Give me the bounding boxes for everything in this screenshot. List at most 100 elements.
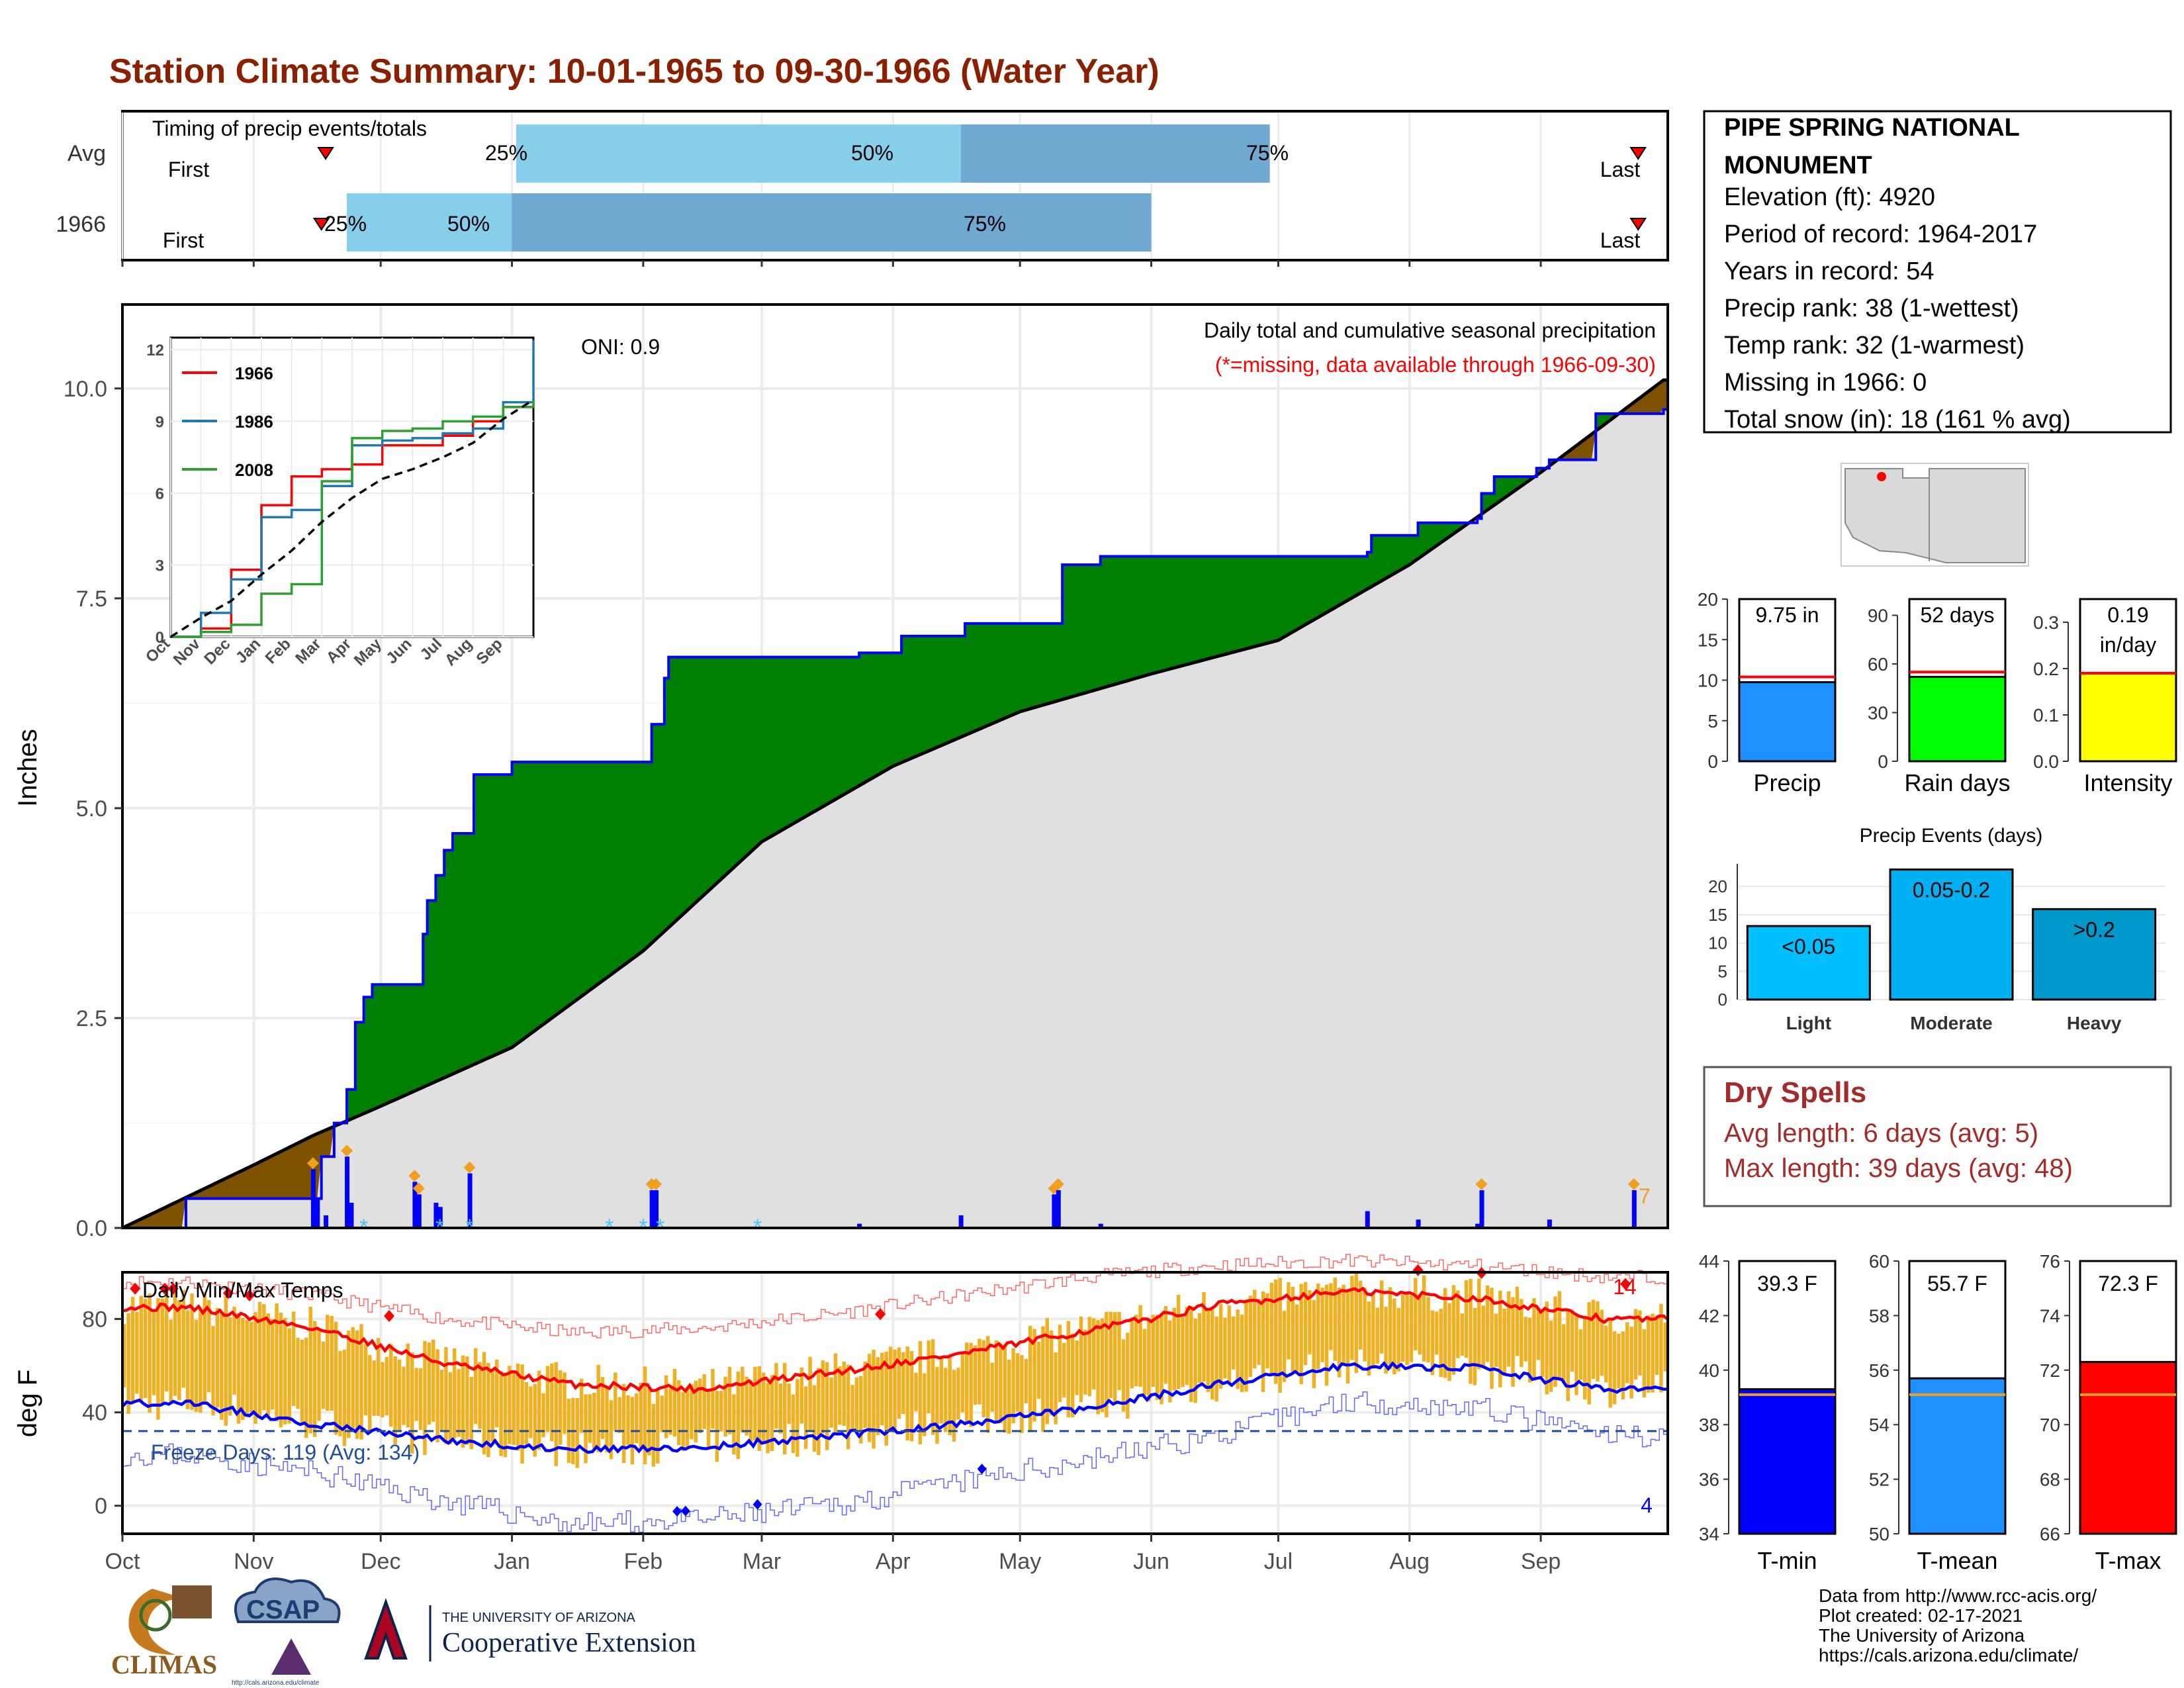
daily-precip-bar: [1365, 1211, 1370, 1228]
daily-precip-bar: [654, 1190, 659, 1228]
temp-summary-value: 39.3 F: [1757, 1272, 1817, 1295]
climas-logo: CLIMAS: [111, 1585, 217, 1679]
precip-ytick-label: 5.0: [76, 796, 107, 821]
station-name-line1: PIPE SPRING NATIONAL: [1724, 114, 2020, 142]
temp-ylabel: deg F: [13, 1370, 42, 1437]
record-high-marker: [222, 1287, 234, 1299]
temp-summary-tick: 60: [1869, 1251, 1889, 1272]
ua-line-1: THE UNIVERSITY OF ARIZONA: [442, 1611, 636, 1625]
heavy-precip-marker: [1627, 1178, 1640, 1190]
summary-bar-tick: 0.2: [2033, 659, 2059, 679]
inset-legend-1986: 1986: [235, 412, 273, 432]
daily-precip-bar: [1416, 1219, 1421, 1228]
summary-bar-tick: 0: [1878, 751, 1888, 772]
station-info-box: PIPE SPRING NATIONAL MONUMENT Elevation …: [1703, 110, 2172, 434]
events-bar-label: >0.2: [2073, 917, 2115, 941]
temp-summary-bar-fill: [1738, 1388, 1837, 1535]
cold-days-count: 4: [1641, 1493, 1653, 1517]
temp-panel: 0 40 80 deg F Daily Min/Max Temps Freeze D…: [13, 1254, 1669, 1535]
events-bar-moderate: [1889, 868, 2014, 1001]
temp-summary-tick: 44: [1699, 1251, 1719, 1272]
daily-precip-bar: [467, 1173, 473, 1228]
precip-event-count: 7: [1639, 1184, 1651, 1208]
dry-spells-avg: Avg length: 6 days (avg: 5): [1724, 1119, 2038, 1148]
daily-precip-bar: [1479, 1190, 1484, 1228]
temp-summary-tick: 56: [1869, 1360, 1889, 1381]
summary-bar-value: 52 days: [1920, 603, 1994, 627]
events-tick-label: 10: [1708, 933, 1727, 953]
normal-cumulative-area: [122, 409, 1668, 1228]
summary-bar-value-unit: in/day: [2100, 633, 2156, 657]
summary-bar-intensity: 0.0 0.1 0.2 0.3 0.19 in/day Intensity: [2033, 598, 2177, 796]
daily-precip-bar: [315, 1198, 320, 1228]
daily-precip-bar: [1098, 1223, 1103, 1228]
summary-bar-value: 9.75 in: [1755, 603, 1819, 627]
timing-avg-last: Last: [1600, 158, 1641, 181]
temp-summary-tick: 70: [2040, 1415, 2060, 1435]
record-low-marker: [752, 1499, 762, 1510]
footer-credits: Data from http://www.rcc-acis.org/ Plot …: [1819, 1585, 2097, 1665]
temp-ytick-label: 0: [95, 1494, 107, 1519]
timing-bar-25-50: [516, 124, 961, 183]
daily-precip-bar: [1052, 1194, 1057, 1228]
summary-bar-tick: 10: [1698, 671, 1718, 691]
temp-summary-tick: 74: [2040, 1305, 2060, 1326]
timing-1966-p50: 50%: [447, 212, 490, 236]
station-info-line: Temp rank: 32 (1-warmest): [1724, 332, 2025, 359]
inset-legend-1966: 1966: [235, 363, 273, 383]
daily-precip-bar: [310, 1169, 316, 1228]
temp-summary-tick: 68: [2040, 1470, 2060, 1490]
month-tick-label: Aug: [1390, 1549, 1430, 1574]
temp-panel-label: Daily Min/Max Temps: [142, 1278, 343, 1302]
heavy-precip-marker: [1475, 1178, 1488, 1190]
summary-bar-rain-days: 0 30 60 90 52 days Rain days: [1868, 598, 2011, 796]
record-high-marker: [384, 1309, 395, 1322]
events-tick-label: 15: [1708, 905, 1727, 925]
inset-ytick-label: 6: [156, 485, 164, 503]
month-tick-label: May: [999, 1549, 1041, 1574]
ua-logo: THE UNIVERSITY OF ARIZONA Cooperative Ex…: [363, 1597, 696, 1662]
heavy-precip-marker: [650, 1178, 662, 1190]
inset-ytick-label: 9: [156, 414, 164, 432]
daily-precip-bar: [437, 1207, 443, 1228]
month-tick-label: Feb: [624, 1549, 663, 1574]
timing-avg-p75: 75%: [1246, 141, 1289, 165]
heavy-precip-marker: [341, 1145, 353, 1157]
inset-ytick-label: 3: [156, 557, 164, 575]
summary-bar-fill: [1738, 681, 1837, 763]
daily-precip-bar: [412, 1182, 418, 1228]
month-tick-label: Jun: [1133, 1549, 1169, 1574]
record-low-marker: [672, 1506, 682, 1517]
temp-summary-bar-t-max: 66 68 70 72 74 76 72.3 F T-max: [2040, 1251, 2177, 1574]
csap-logo-url: http://cals.arizona.edu/climate: [232, 1679, 320, 1687]
heavy-precip-marker: [408, 1170, 421, 1182]
daily-precip-bar: [324, 1215, 329, 1228]
station-info-line: Years in record: 54: [1724, 258, 1934, 285]
daily-precip-bar: [345, 1156, 350, 1228]
temp-summary-tick: 54: [1869, 1415, 1889, 1435]
precip-ylabel: Inches: [13, 729, 42, 807]
inset-ytick-label: 12: [146, 342, 164, 359]
oni-label: ONI: 0.9: [581, 335, 660, 359]
summary-bar-tick: 0.0: [2033, 751, 2059, 772]
events-category-label: Light: [1786, 1013, 1831, 1033]
freeze-days-label: Freeze Days: 119 (Avg: 134): [151, 1440, 420, 1464]
month-tick-label: Sep: [1521, 1549, 1561, 1574]
timing-first-marker: [312, 218, 330, 231]
events-category-label: Moderate: [1910, 1013, 1992, 1033]
inset-series-2008: [171, 400, 535, 638]
station-info-line: Precip rank: 38 (1-wettest): [1724, 295, 2019, 322]
timing-1966-first: First: [163, 228, 204, 252]
station-info-line: Missing in 1966: 0: [1724, 369, 1927, 397]
csap-logo-text: CSAP: [246, 1595, 320, 1624]
summary-bar-precip: 0 5 10 15 20 9.75 in Precip: [1698, 589, 1837, 796]
events-bar-label: 0.05-0.2: [1913, 878, 1990, 902]
state-locator-map: [1841, 463, 2029, 567]
station-info-line: Total snow (in): 18 (161 % avg): [1724, 406, 2071, 434]
month-tick-label: Mar: [743, 1549, 782, 1574]
summary-bar-tick: 0: [1707, 751, 1718, 772]
station-info-line: Period of record: 1964-2017: [1724, 220, 2037, 248]
summary-bar-fill: [1908, 676, 2007, 763]
station-name-line2: MONUMENT: [1724, 152, 1872, 179]
